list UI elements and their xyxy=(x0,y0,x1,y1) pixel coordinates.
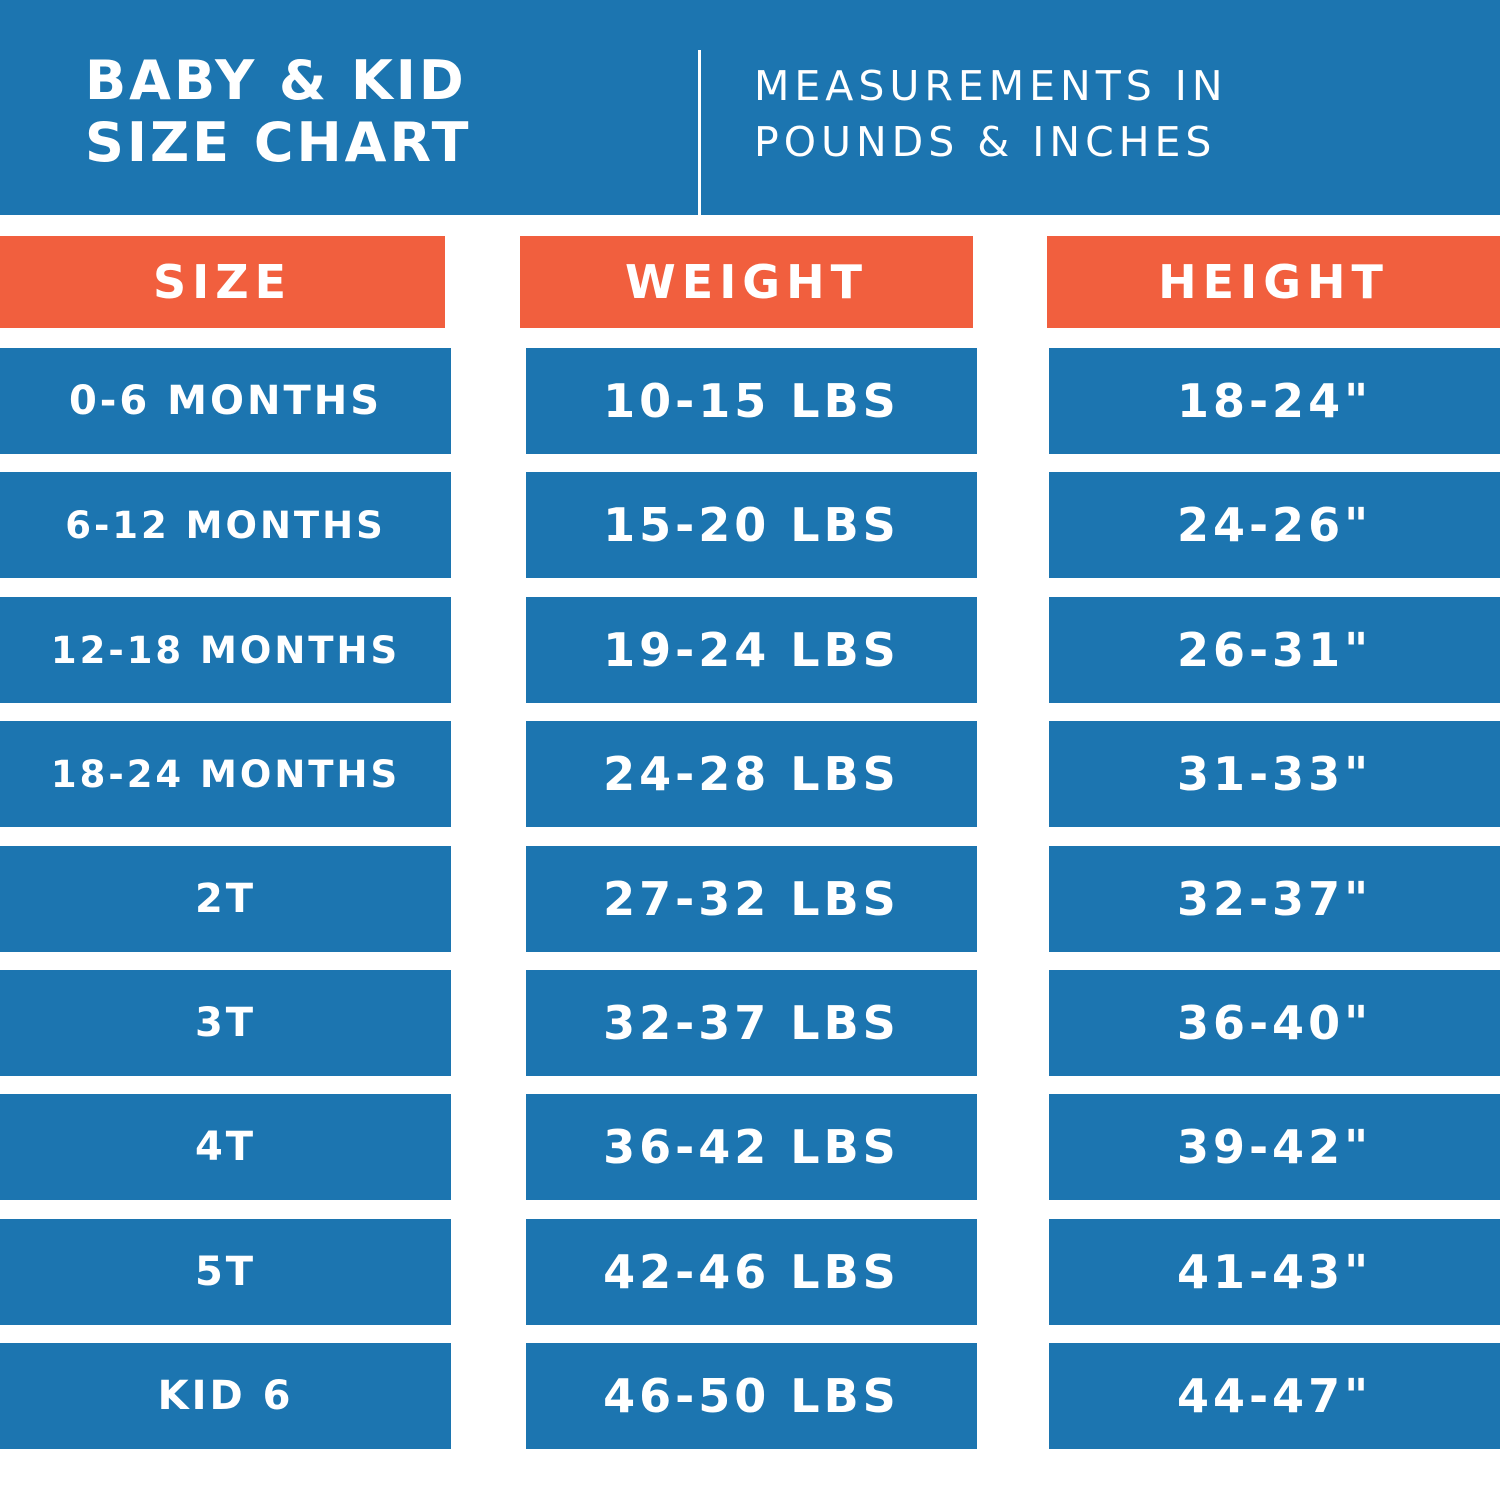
cell-weight: 10-15 LBS xyxy=(526,348,977,454)
cell-height: 39-42" xyxy=(1049,1094,1500,1200)
chart-title-line-1: BABY & KID xyxy=(85,49,467,112)
cell-weight: 15-20 LBS xyxy=(526,472,977,578)
cell-height: 26-31" xyxy=(1049,597,1500,703)
cell-height: 18-24" xyxy=(1049,348,1500,454)
cell-height: 36-40" xyxy=(1049,970,1500,1076)
cell-size: 3T xyxy=(0,970,451,1076)
cell-weight: 46-50 LBS xyxy=(526,1343,977,1449)
cell-height: 32-37" xyxy=(1049,846,1500,952)
chart-subtitle-line-2: POUNDS & INCHES xyxy=(754,118,1217,166)
cell-size: KID 6 xyxy=(0,1343,451,1449)
column-header-height: HEIGHT xyxy=(1047,236,1500,328)
cell-size: 2T xyxy=(0,846,451,952)
chart-title: BABY & KID SIZE CHART xyxy=(85,50,471,174)
chart-subtitle-line-1: MEASUREMENTS IN xyxy=(754,62,1228,110)
cell-size: 6-12 MONTHS xyxy=(0,472,451,578)
column-header-size: SIZE xyxy=(0,236,445,328)
chart-title-line-2: SIZE CHART xyxy=(85,111,472,174)
cell-height: 41-43" xyxy=(1049,1219,1500,1325)
cell-size: 0-6 MONTHS xyxy=(0,348,451,454)
column-header-weight: WEIGHT xyxy=(520,236,973,328)
cell-weight: 19-24 LBS xyxy=(526,597,977,703)
header-divider xyxy=(698,50,701,216)
cell-size: 5T xyxy=(0,1219,451,1325)
cell-weight: 42-46 LBS xyxy=(526,1219,977,1325)
cell-weight: 36-42 LBS xyxy=(526,1094,977,1200)
cell-height: 31-33" xyxy=(1049,721,1500,827)
cell-height: 44-47" xyxy=(1049,1343,1500,1449)
header-banner: BABY & KID SIZE CHART MEASUREMENTS IN PO… xyxy=(0,0,1500,216)
cell-size: 12-18 MONTHS xyxy=(0,597,451,703)
cell-size: 18-24 MONTHS xyxy=(0,721,451,827)
cell-size: 4T xyxy=(0,1094,451,1200)
chart-subtitle: MEASUREMENTS IN POUNDS & INCHES xyxy=(754,58,1228,170)
cell-height: 24-26" xyxy=(1049,472,1500,578)
cell-weight: 27-32 LBS xyxy=(526,846,977,952)
cell-weight: 24-28 LBS xyxy=(526,721,977,827)
cell-weight: 32-37 LBS xyxy=(526,970,977,1076)
